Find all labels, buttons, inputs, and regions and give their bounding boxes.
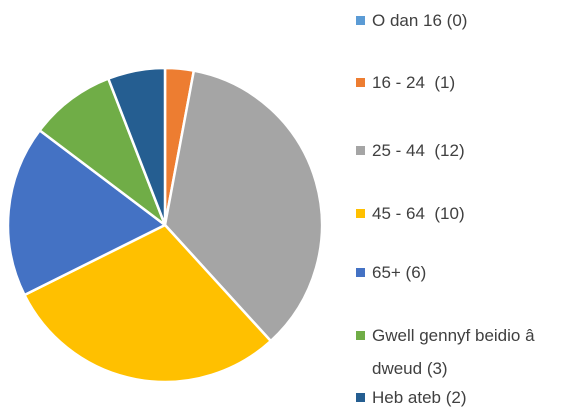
pie-slice xyxy=(23,223,273,384)
legend-label: 45 - 64 (10) xyxy=(372,204,465,223)
pie-slice xyxy=(38,77,167,227)
legend-item: Heb ateb (2) xyxy=(356,381,537,414)
legend-item: 65+ (6) xyxy=(356,256,537,289)
legend-swatch xyxy=(356,268,365,277)
pie-slice xyxy=(6,129,167,297)
legend-swatch xyxy=(356,16,365,25)
legend-label: Gwell gennyf beidio â dweud (3) xyxy=(372,326,540,378)
pie-slice xyxy=(107,66,167,227)
legend-swatch xyxy=(356,146,365,155)
legend-swatch xyxy=(356,393,365,402)
pie-slice xyxy=(163,69,324,343)
legend-label: 25 - 44 (12) xyxy=(372,141,465,160)
legend-item: 45 - 64 (10) xyxy=(356,197,537,230)
legend-item: 25 - 44 (12) xyxy=(356,134,537,167)
legend-label: Heb ateb (2) xyxy=(372,388,467,407)
legend-label: 16 - 24 (1) xyxy=(372,73,456,92)
legend-swatch xyxy=(356,331,365,340)
legend-label: 65+ (6) xyxy=(372,263,427,282)
legend-item: 16 - 24 (1) xyxy=(356,66,537,99)
legend-item: Gwell gennyf beidio â dweud (3) xyxy=(356,319,537,385)
legend-item: O dan 16 (0) xyxy=(356,4,537,37)
legend-label: O dan 16 (0) xyxy=(372,11,468,30)
legend-swatch xyxy=(356,78,365,87)
legend-swatch xyxy=(356,209,365,218)
